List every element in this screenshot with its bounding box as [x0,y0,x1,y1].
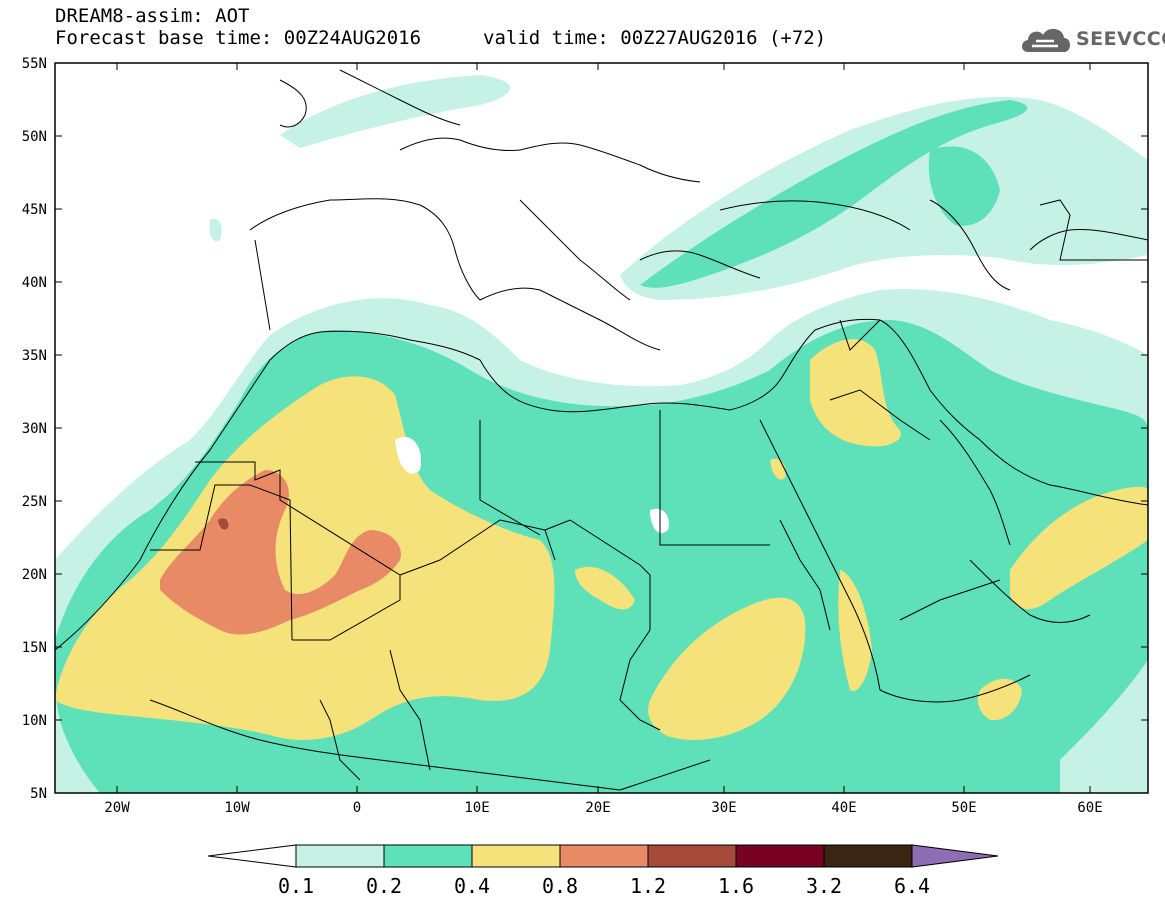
forecast-base-time: Forecast base time: 00Z24AUG2016 [55,27,422,49]
lon-label: 50E [951,800,976,816]
aot-level-0.4-west [55,376,555,740]
colorbar-label: 3.2 [806,874,842,898]
colorbar-labels: 0.1 0.2 0.4 0.8 1.2 1.6 3.2 6.4 [278,874,930,898]
colorbar-label: 0.4 [454,874,490,898]
aot-level-0.2-band [640,100,1028,288]
coastlines-and-borders [55,69,1148,791]
lat-label: 45N [22,202,47,218]
colorbar-label: 0.2 [366,874,402,898]
colorbar-label: 1.2 [630,874,666,898]
cloud-icon [1022,28,1070,52]
lon-label: 20E [585,800,610,816]
lat-label: 5N [30,786,47,802]
lon-label: 60E [1077,800,1102,816]
logo-text: SEEVCCC [1076,28,1165,50]
colorbar [207,844,999,868]
colorbar-segment [471,844,561,868]
seevccc-logo: SEEVCCC [1018,22,1165,58]
aot-level-0.4-east-africa [648,597,806,740]
lon-label: 10W [224,800,250,816]
lon-label: 0 [353,800,361,816]
lat-label: 30N [22,421,47,437]
aot-level-0.1-north [280,75,510,148]
lat-label: 35N [22,348,47,364]
colorbar-label: 0.8 [542,874,578,898]
colorbar-segment [735,844,825,868]
colorbar-segment [823,844,913,868]
colorbar-label: 1.6 [718,874,754,898]
lat-label: 55N [22,56,47,72]
aot-level-0.4-sahara [330,416,370,456]
aot-level-0.4-oman [1010,486,1148,610]
aot-contour-field [55,63,1148,793]
colorbar-label: 0.1 [278,874,314,898]
lat-label: 25N [22,494,47,510]
lat-label: 20N [22,567,47,583]
lon-label: 10E [464,800,489,816]
lon-label: 20W [104,800,130,816]
lon-label: 40E [831,800,856,816]
colorbar-segment-above [911,844,999,868]
valid-time: valid time: 00Z27AUG2016 (+72) [483,27,827,49]
map-title: DREAM8-assim: AOT [55,5,250,27]
colorbar-segment [647,844,737,868]
colorbar-segment [559,844,649,868]
lon-label: 30E [711,800,736,816]
colorbar-segment [295,844,385,868]
longitude-labels: 20W 10W 0 10E 20E 30E 40E 50E 60E [104,800,1102,816]
aot-level-0.8 [160,470,401,635]
aot-level-1.2 [218,518,229,530]
axis-ticks [55,62,1148,794]
colorbar-segment [383,844,473,868]
lat-label: 50N [22,129,47,145]
colorbar-segment-below [207,844,297,868]
aot-level-0.4-arabia [810,339,901,447]
lat-label: 15N [22,640,47,656]
lat-label: 40N [22,275,47,291]
colorbar-label: 6.4 [894,874,930,898]
latitude-labels: 55N 50N 45N 40N 35N 30N 25N 20N 15N 10N … [22,56,47,802]
lat-label: 10N [22,713,47,729]
